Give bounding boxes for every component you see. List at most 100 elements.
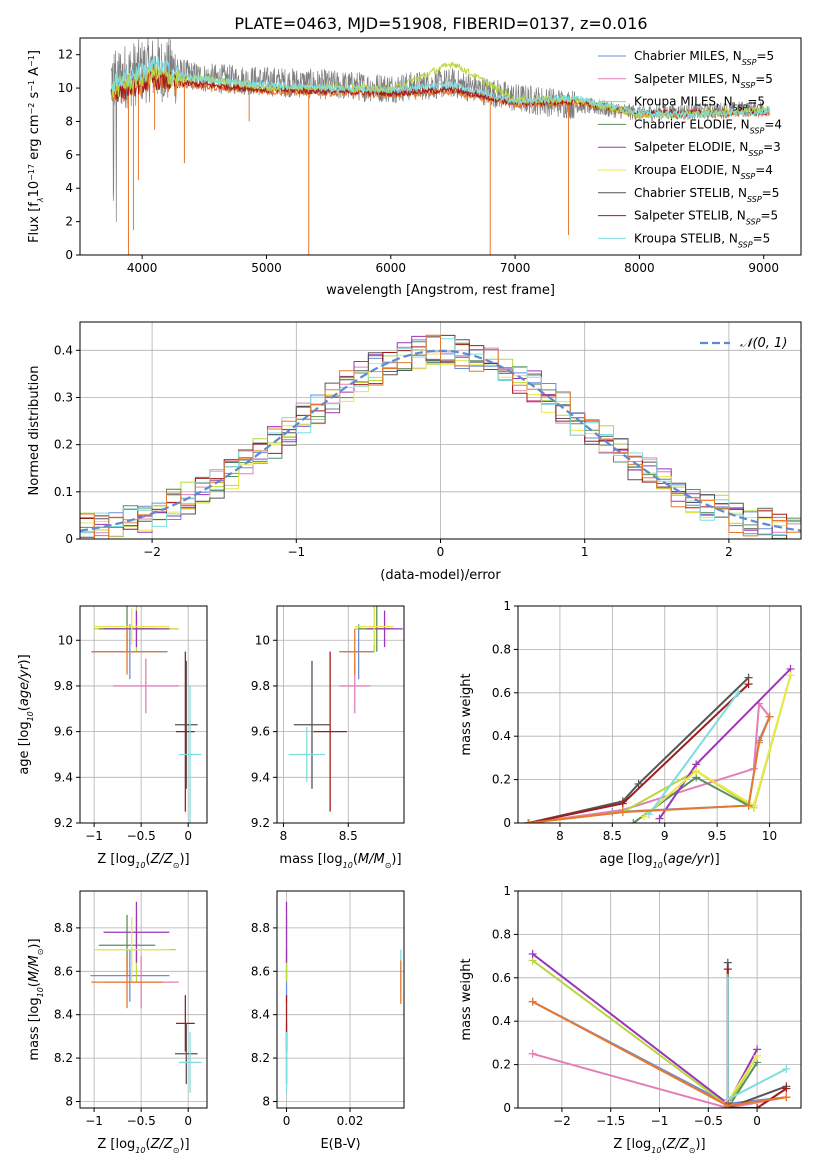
mass-weight-marker bbox=[753, 1051, 762, 1060]
x-tick-label: 2 bbox=[725, 545, 733, 559]
x-tick-label: 0 bbox=[753, 1114, 761, 1128]
x-axis-label: Z [log10(Z/Z⊙)] bbox=[613, 1137, 705, 1155]
y-tick-label: 8 bbox=[65, 1094, 73, 1108]
x-axis-label: wavelength [Angstrom, rest frame] bbox=[326, 283, 555, 298]
y-tick-label: 0 bbox=[65, 248, 73, 262]
plot-area bbox=[528, 949, 791, 1108]
mass-weight-marker bbox=[734, 688, 743, 697]
y-tick-label: 0.8 bbox=[492, 927, 511, 941]
y-tick-label: 8.4 bbox=[54, 1008, 73, 1022]
legend-label: Chabrier STELIB, NSSP=5 bbox=[634, 186, 779, 204]
x-tick-label: −1 bbox=[287, 545, 305, 559]
mass-weight-marker bbox=[528, 997, 537, 1006]
plot-area bbox=[110, 38, 771, 255]
x-axis-label: age [log10(age/yr)] bbox=[599, 852, 719, 870]
y-tick-label: 1 bbox=[503, 884, 511, 898]
legend-label: Chabrier MILES, NSSP=5 bbox=[634, 49, 774, 67]
mass-weight-marker bbox=[753, 1104, 762, 1108]
plot-area bbox=[288, 606, 403, 812]
mass-vs-ebv-panel: 0 0.02 8 8.2 8.4 8.6 8.8 E(B-V) bbox=[251, 890, 405, 1152]
y-tick-label: 8 bbox=[65, 114, 73, 128]
x-tick-label: −0.5 bbox=[127, 1114, 156, 1128]
y-tick-label: 8.6 bbox=[54, 964, 73, 978]
y-tick-label: 9.8 bbox=[251, 679, 270, 693]
x-axis-label: (data-model)/error bbox=[380, 568, 501, 583]
mass-weight-marker bbox=[744, 801, 753, 810]
y-axis-label: mass weight bbox=[459, 673, 474, 755]
y-tick-label: 9.6 bbox=[54, 725, 73, 739]
x-tick-label: 9 bbox=[661, 829, 669, 843]
x-axis-label: E(B-V) bbox=[320, 1137, 360, 1152]
axes-frame bbox=[79, 605, 208, 824]
y-tick-label: 0 bbox=[65, 532, 73, 546]
y-tick-label: 0.4 bbox=[54, 343, 73, 357]
mass-weight-marker bbox=[524, 819, 533, 823]
plot-area bbox=[90, 901, 202, 1093]
mass-weight-line bbox=[726, 1061, 758, 1108]
y-axis-label: Normed distribution bbox=[27, 366, 42, 496]
mass-weight-vs-age-panel: 8 8.5 9 9.5 10 0 0.2 0.4 0.6 0.8 1 age [log10(age/y… bbox=[459, 599, 802, 870]
legend-label: Kroupa ELODIE, NSSP=4 bbox=[634, 163, 773, 181]
mass-weight-marker bbox=[723, 973, 732, 982]
mass-weight-marker bbox=[639, 812, 648, 821]
residuals-panel: −2 −1 0 1 2 0 0.1 0.2 0.3 0.4 (data-model)/error No… bbox=[27, 321, 802, 583]
x-tick-label: 0 bbox=[184, 829, 192, 843]
x-tick-label: 0.02 bbox=[337, 1114, 364, 1128]
x-axis-label: mass [log10(M/M⊙)] bbox=[279, 852, 401, 870]
y-tick-label: 0.6 bbox=[492, 686, 511, 700]
legend: Chabrier MILES, NSSP=5 Salpeter MILES, NS… bbox=[598, 49, 782, 249]
mass-weight-line bbox=[643, 675, 792, 818]
x-tick-label: 0 bbox=[184, 1114, 192, 1128]
axes-frame bbox=[79, 37, 802, 256]
x-tick-label: −0.5 bbox=[127, 829, 156, 843]
plot-area bbox=[285, 901, 402, 1093]
mass-weight-marker bbox=[655, 814, 664, 823]
mass-weight-line bbox=[632, 776, 750, 823]
mass-vs-metallicity-panel: −1 −0.5 0 8 8.2 8.4 8.6 8.8 Z [log10(Z/Z⊙)] mass … bbox=[27, 890, 208, 1155]
y-tick-label: 8.8 bbox=[54, 921, 73, 935]
y-tick-label: 4 bbox=[65, 181, 73, 195]
x-tick-label: 5000 bbox=[251, 261, 282, 275]
mass-weight-marker bbox=[629, 819, 638, 823]
axes-frame bbox=[276, 605, 405, 824]
x-tick-label: 10 bbox=[762, 829, 777, 843]
y-tick-label: 6 bbox=[65, 148, 73, 162]
mass-weight-line bbox=[648, 692, 739, 815]
legend-label: Chabrier ELODIE, NSSP=4 bbox=[634, 117, 782, 135]
mass-weight-marker bbox=[618, 808, 627, 817]
y-axis-label: Flux [fλ10−17 erg cm−2 s−1 A−1] bbox=[27, 50, 45, 243]
mass-weight-marker bbox=[782, 1084, 791, 1093]
mass-weight-line bbox=[528, 716, 771, 823]
mass-weight-line bbox=[528, 676, 750, 823]
age-vs-metallicity-panel: −1 −0.5 0 9.2 9.4 9.6 9.8 10 Z [log10(Z/Z⊙)] age … bbox=[17, 605, 208, 870]
figure-title: PLATE=0463, MJD=51908, FIBERID=0137, z=0… bbox=[234, 14, 647, 33]
y-tick-label: 9.2 bbox=[54, 816, 73, 830]
mass-weight-marker bbox=[744, 680, 753, 689]
y-tick-label: 0.6 bbox=[492, 971, 511, 985]
legend-label: Kroupa STELIB, NSSP=5 bbox=[634, 231, 770, 249]
x-tick-label: 8000 bbox=[624, 261, 655, 275]
y-tick-label: 9.8 bbox=[54, 679, 73, 693]
mass-weight-marker bbox=[723, 1101, 732, 1108]
y-tick-label: 9.2 bbox=[251, 816, 270, 830]
y-tick-label: 0.2 bbox=[54, 438, 73, 452]
legend-label: Salpeter MILES, NSSP=5 bbox=[634, 72, 773, 90]
x-axis-label: Z [log10(Z/Z⊙)] bbox=[97, 1137, 189, 1155]
legend-label: Salpeter STELIB, NSSP=5 bbox=[634, 209, 778, 227]
x-tick-label: 1 bbox=[581, 545, 589, 559]
y-tick-label: 12 bbox=[58, 48, 73, 62]
mass-weight-marker bbox=[765, 712, 774, 721]
y-tick-label: 9.6 bbox=[251, 725, 270, 739]
legend-label: Salpeter ELODIE, NSSP=3 bbox=[634, 140, 781, 158]
normal-distribution-curve bbox=[80, 349, 801, 532]
x-tick-label: −1 bbox=[85, 1114, 103, 1128]
mass-weight-marker bbox=[755, 738, 764, 747]
x-tick-label: 0 bbox=[437, 545, 445, 559]
mass-weight-marker bbox=[786, 671, 795, 680]
x-tick-label: 8.5 bbox=[603, 829, 622, 843]
x-tick-label: 8 bbox=[280, 829, 288, 843]
spectrum-panel: 4000 5000 6000 7000 8000 9000 0 2 4 6 8 10 12 wavelen… bbox=[27, 37, 802, 298]
mass-weight-marker bbox=[618, 799, 627, 808]
x-tick-label: 6000 bbox=[376, 261, 407, 275]
